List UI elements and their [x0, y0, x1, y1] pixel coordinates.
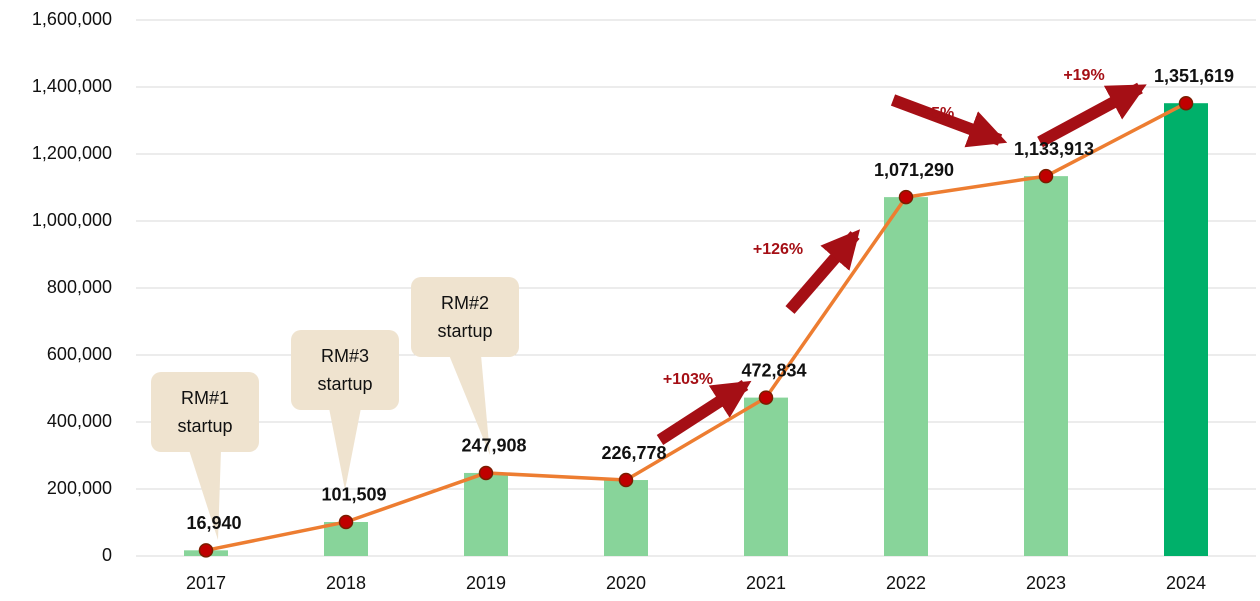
callout-text: RM#1: [181, 388, 229, 408]
y-tick-label: 1,200,000: [32, 143, 112, 163]
line-marker: [198, 543, 214, 558]
line-marker: [1038, 168, 1054, 184]
callout-box: [291, 330, 399, 410]
bar: [604, 480, 648, 556]
callout-tail: [449, 355, 490, 455]
line-marker: [898, 189, 914, 205]
value-label: 226,778: [601, 443, 666, 463]
line: [205, 101, 1187, 553]
y-tick-label: 400,000: [47, 411, 112, 431]
y-tick-label: 1,600,000: [32, 9, 112, 29]
line-marker: [1178, 95, 1194, 111]
line-marker: [338, 514, 354, 530]
x-tick-label: 2018: [326, 573, 366, 593]
value-label: 1,351,619: [1154, 66, 1234, 86]
callout-tail: [329, 408, 361, 490]
bar: [464, 472, 508, 556]
callout-text: RM#2: [441, 293, 489, 313]
bar: [1024, 176, 1068, 556]
growth-label: +19%: [1063, 67, 1104, 84]
value-label: 16,940: [186, 513, 241, 533]
y-tick-label: 200,000: [47, 478, 112, 498]
x-tick-label: 2024: [1166, 573, 1206, 593]
callout-text: startup: [317, 374, 372, 394]
callout-text: RM#3: [321, 346, 369, 366]
x-tick-label: 2017: [186, 573, 226, 593]
callout-tail: [189, 450, 221, 540]
y-tick-label: 800,000: [47, 277, 112, 297]
line-marker: [478, 465, 494, 481]
x-tick-label: 2020: [606, 573, 646, 593]
callout-text: startup: [177, 416, 232, 436]
x-tick-label: 2019: [466, 573, 506, 593]
growth-arrow: [1037, 82, 1147, 148]
value-label: 472,834: [741, 360, 806, 380]
x-tick-label: 2021: [746, 573, 786, 593]
y-tick-label: 0: [102, 545, 112, 565]
y-tick-label: 600,000: [47, 344, 112, 364]
growth-arrow: [785, 229, 861, 314]
growth-label: +5%: [922, 105, 954, 122]
x-tick-label: 2022: [886, 573, 926, 593]
bar: [884, 197, 928, 556]
callout-box: [151, 372, 259, 452]
growth-label: +126%: [753, 241, 803, 258]
value-label: 101,509: [321, 485, 386, 505]
bar: [744, 397, 788, 556]
value-label: 1,071,290: [874, 160, 954, 180]
bar: [1164, 103, 1208, 556]
growth-label: +103%: [663, 371, 713, 388]
x-tick-label: 2023: [1026, 573, 1066, 593]
callout-text: startup: [437, 321, 492, 341]
value-label: 247,908: [461, 436, 526, 456]
y-tick-label: 1,000,000: [32, 210, 112, 230]
value-label: 1,133,913: [1014, 139, 1094, 159]
y-tick-label: 1,400,000: [32, 76, 112, 96]
line-marker: [758, 390, 774, 405]
line-marker: [618, 472, 634, 488]
growth-arrow: [656, 379, 752, 446]
callout-box: [411, 277, 519, 357]
growth-arrow: [890, 94, 1008, 148]
